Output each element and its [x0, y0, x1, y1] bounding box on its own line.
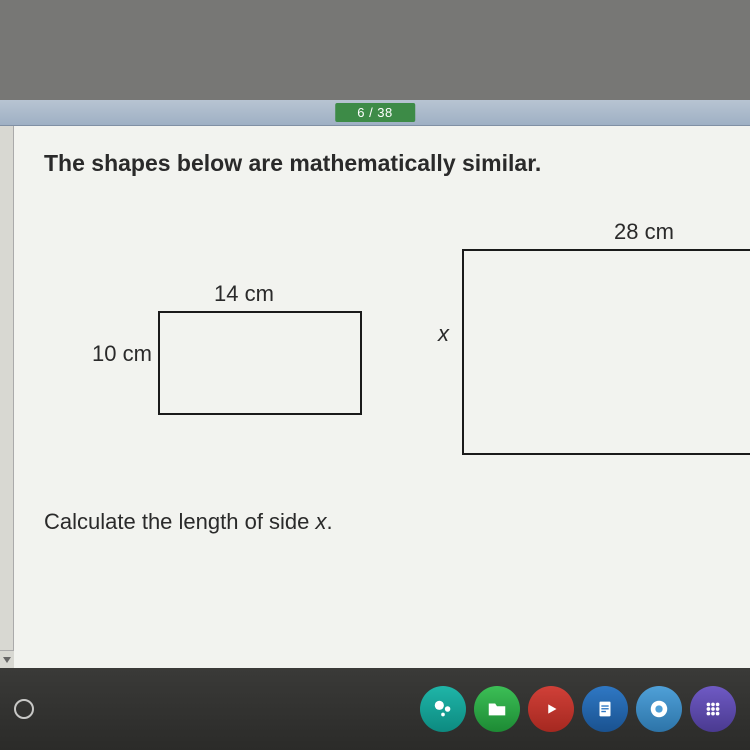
small-rectangle — [158, 311, 362, 415]
similar-shapes-figure: 28 cm 14 cm 10 cm x — [44, 215, 720, 475]
launcher-button[interactable] — [14, 699, 34, 719]
chromeos-shelf — [0, 668, 750, 750]
prompt-suffix: . — [327, 509, 333, 534]
small-rect-top-label: 14 cm — [214, 281, 274, 307]
large-rect-top-label: 28 cm — [614, 219, 674, 245]
sidebar-scroll-down[interactable] — [0, 650, 14, 668]
docs-icon[interactable] — [582, 686, 628, 732]
page-counter-badge: 6 / 38 — [335, 103, 415, 122]
youtube-icon[interactable] — [528, 686, 574, 732]
prompt-prefix: Calculate the length of side — [44, 509, 316, 534]
thumbnail-sidebar[interactable] — [0, 126, 14, 668]
small-rect-left-label: 10 cm — [92, 341, 152, 367]
document-page: The shapes below are mathematically simi… — [14, 126, 750, 668]
prompt-variable: x — [316, 509, 327, 534]
files-icon[interactable] — [474, 686, 520, 732]
apps-icon[interactable] — [690, 686, 736, 732]
chrome-icon[interactable] — [636, 686, 682, 732]
large-rect-left-label: x — [438, 321, 449, 347]
assistant-icon[interactable] — [420, 686, 466, 732]
question-prompt: Calculate the length of side x. — [44, 509, 720, 535]
photo-top-band — [0, 0, 750, 110]
question-heading: The shapes below are mathematically simi… — [44, 150, 720, 177]
large-rectangle — [462, 249, 750, 455]
